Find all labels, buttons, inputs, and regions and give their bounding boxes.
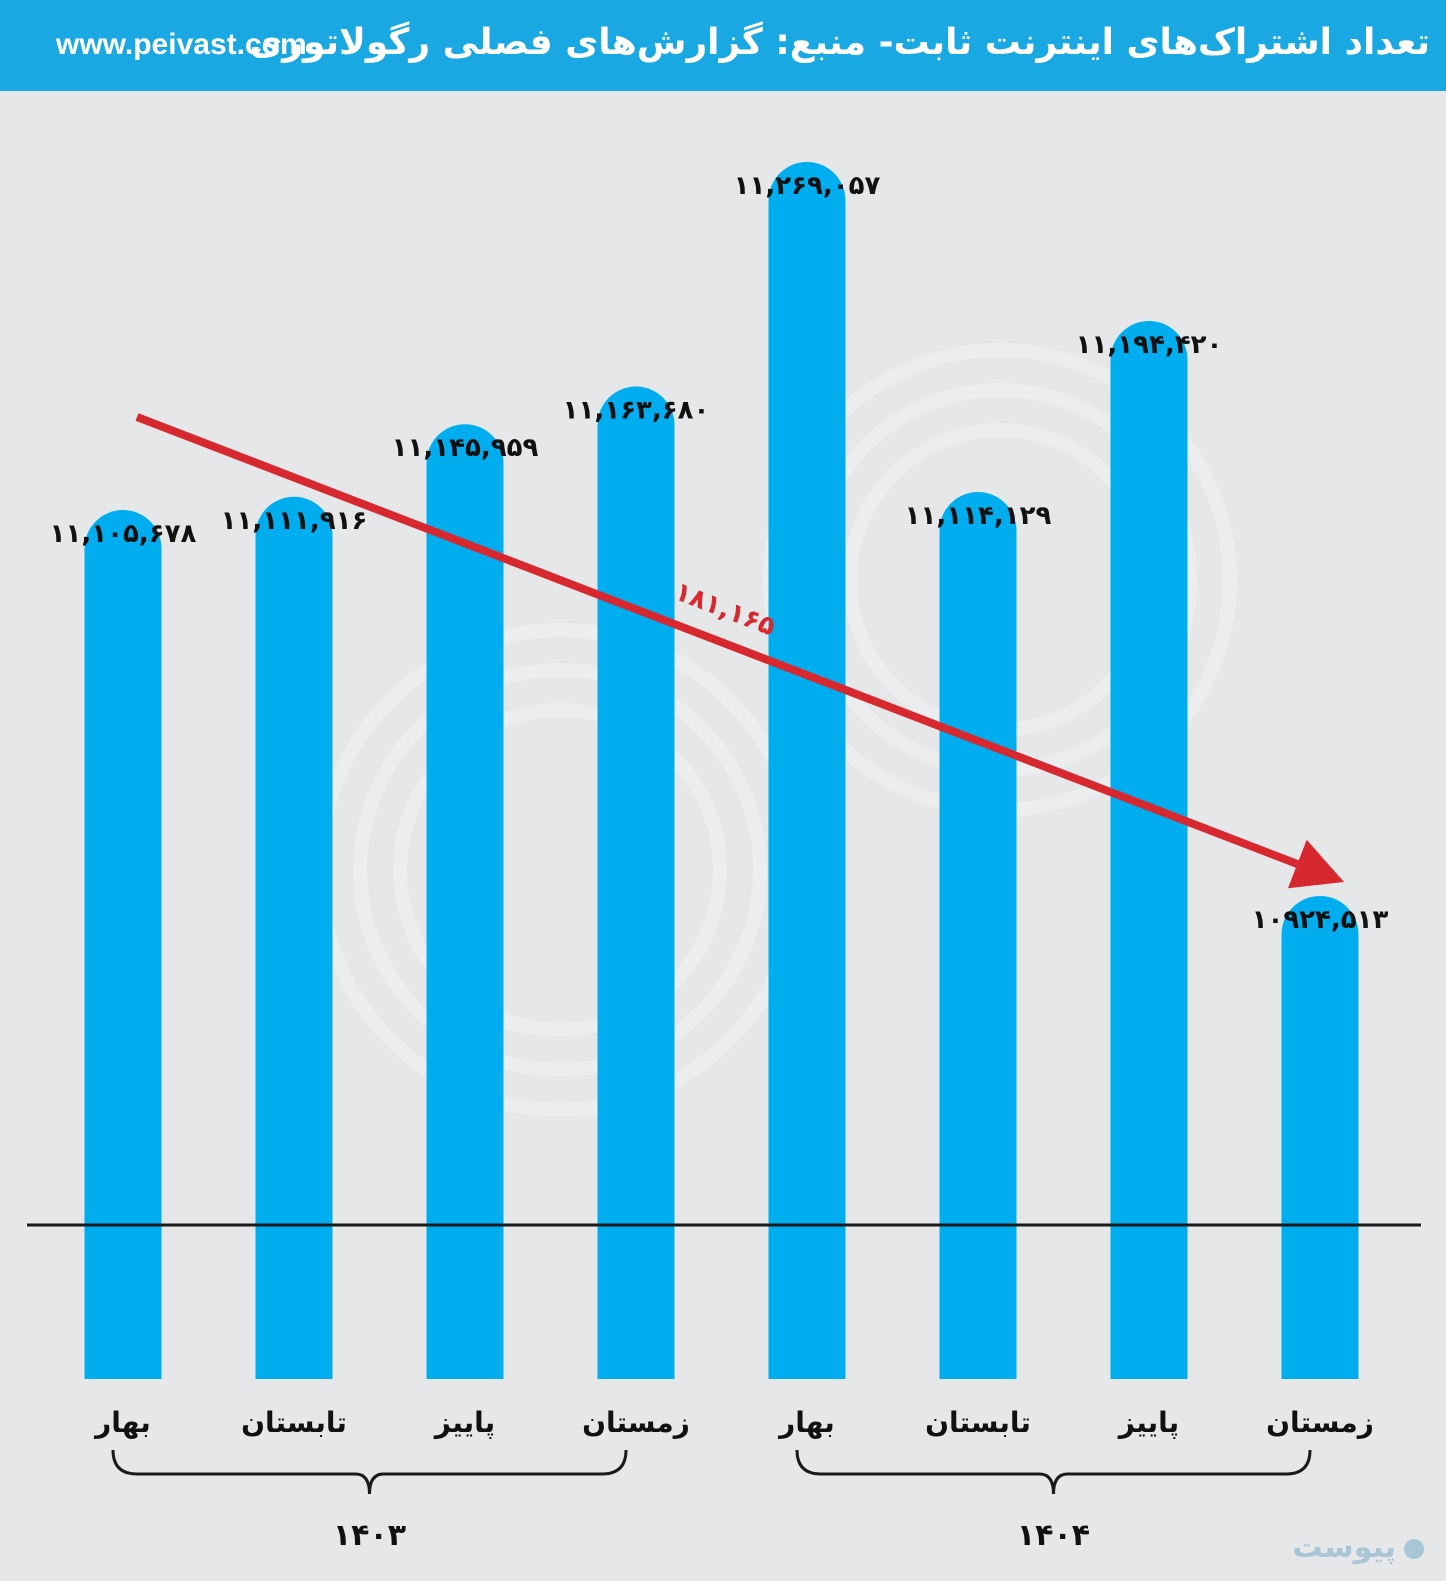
website-url[interactable]: www.peivast.com	[56, 28, 307, 61]
category-label-7: زمستان	[1266, 1406, 1374, 1439]
bar-1	[255, 496, 333, 1380]
value-label-7: ۱۰۹۲۴,۵۱۳	[1252, 905, 1389, 935]
bar-2	[426, 424, 504, 1379]
value-labels-group: ۱۱,۱۰۵,۶۷۸ ۱۱,۱۱۱,۹۱۶ ۱۱,۱۴۵,۹۵۹ ۱۱,۱۶۳,۶۸۰…	[50, 171, 1389, 935]
group-brace-1	[795, 1449, 1312, 1495]
logo-icon	[1404, 1538, 1424, 1559]
header-banner: تعداد اشتراک‌های اینترنت ثابت- منبع: گزا…	[0, 0, 1446, 91]
category-label-1: تابستان	[241, 1406, 347, 1439]
bar-6	[1110, 321, 1188, 1379]
group-label-1: ۱۴۰۴	[1017, 1518, 1090, 1553]
logo-text: پیوست	[1292, 1530, 1396, 1565]
trend-arrow-line	[135, 413, 1299, 868]
value-label-1: ۱۱,۱۱۱,۹۱۶	[221, 506, 368, 536]
group-label-0: ۱۴۰۳	[333, 1518, 406, 1553]
bar-7	[1281, 896, 1359, 1379]
bar-5	[939, 492, 1017, 1379]
trend-arrow-head	[1287, 839, 1344, 889]
peivast-logo: پیوست	[1292, 1530, 1424, 1565]
category-label-5: تابستان	[925, 1406, 1031, 1439]
category-label-4: بهار	[777, 1406, 835, 1439]
value-label-0: ۱۱,۱۰۵,۶۷۸	[50, 519, 197, 549]
value-label-4: ۱۱,۲۶۹,۰۵۷	[734, 171, 881, 201]
chart-title: تعداد اشتراک‌های اینترنت ثابت- منبع: گزا…	[249, 22, 1430, 63]
category-label-2: پاییز	[433, 1406, 495, 1439]
value-label-6: ۱۱,۱۹۴,۴۲۰	[1076, 330, 1223, 360]
category-label-3: زمستان	[582, 1406, 690, 1439]
category-labels-group: بهار تابستان پاییز زمستان بهار تابستان پاییز زم…	[93, 1406, 1374, 1439]
bar-3	[597, 386, 675, 1379]
value-label-3: ۱۱,۱۶۳,۶۸۰	[563, 395, 710, 425]
category-label-0: بهار	[93, 1406, 151, 1439]
category-label-6: پاییز	[1117, 1406, 1179, 1439]
value-label-2: ۱۱,۱۴۵,۹۵۹	[392, 433, 539, 463]
bar-4	[768, 162, 846, 1379]
group-brace-0	[111, 1449, 628, 1495]
bars-group	[84, 162, 1359, 1380]
value-label-5: ۱۱,۱۱۴,۱۲۹	[905, 501, 1052, 531]
year-groups: ۱۴۰۳ ۱۴۰۴	[111, 1449, 1312, 1553]
bar-0	[84, 510, 162, 1379]
